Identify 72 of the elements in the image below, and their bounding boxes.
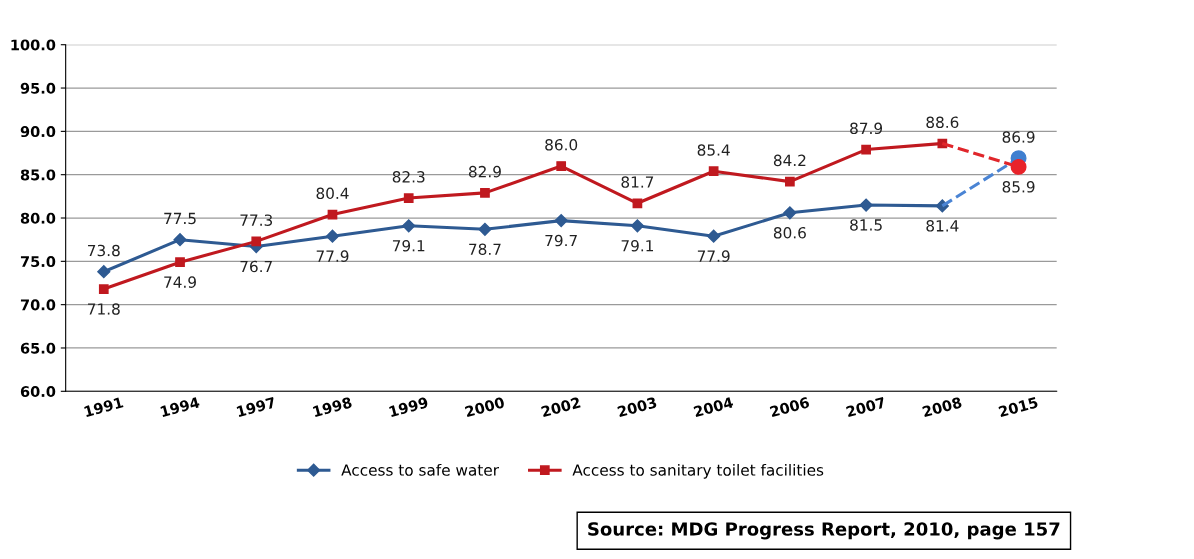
data-label: 79.1 <box>392 239 425 252</box>
point <box>97 265 111 279</box>
y-tick-label: 60.0 <box>20 386 56 398</box>
point <box>478 222 492 236</box>
y-tick-label: 90.0 <box>20 126 56 138</box>
x-tick-label: 2007 <box>845 396 886 418</box>
data-label: 82.3 <box>392 171 425 183</box>
data-label: 79.1 <box>621 239 654 252</box>
y-tick-label: 70.0 <box>20 299 56 311</box>
point <box>1010 158 1027 175</box>
x-tick-label: 2004 <box>693 396 734 418</box>
point <box>98 284 109 294</box>
data-label: 88.6 <box>926 116 959 129</box>
data-label: 85.9 <box>1002 181 1035 193</box>
point <box>403 193 414 203</box>
x-tick-label: 2003 <box>617 396 657 418</box>
y-tick-label: 80.0 <box>20 212 56 224</box>
data-label: 77.3 <box>240 214 273 226</box>
x-tick-label: 1994 <box>160 396 201 418</box>
x-tick-label: 2015 <box>998 396 1039 418</box>
point <box>325 229 340 243</box>
y-tick-label: 85.0 <box>20 169 56 181</box>
data-label: 85.4 <box>697 144 730 156</box>
point <box>707 229 721 243</box>
data-label: 76.7 <box>240 260 272 273</box>
point <box>785 176 795 187</box>
data-label: 80.6 <box>773 226 806 239</box>
data-label: 84.2 <box>773 154 806 167</box>
data-label: 77.5 <box>164 212 196 225</box>
point <box>251 236 262 247</box>
point <box>175 257 185 268</box>
x-tick-label: 1991 <box>84 396 124 418</box>
legend-label: Access to safe water <box>341 463 499 476</box>
point <box>861 144 871 155</box>
y-tick-label: 95.0 <box>20 82 56 94</box>
data-label: 77.9 <box>316 250 349 262</box>
data-label: 81.4 <box>926 220 959 232</box>
data-label: 71.8 <box>88 303 120 315</box>
y-tick-label: 65.0 <box>20 342 56 354</box>
data-label: 79.7 <box>545 234 577 247</box>
y-tick-label: 75.0 <box>20 256 56 268</box>
data-label: 78.7 <box>469 243 501 255</box>
legend-label: Access to sanitary toilet facilities <box>572 463 824 479</box>
point <box>708 166 719 177</box>
x-tick-label: 2008 <box>922 396 963 418</box>
data-label: 80.4 <box>316 187 349 200</box>
point <box>554 214 568 228</box>
data-label: 81.7 <box>621 176 654 188</box>
source-note: Source: MDG Progress Report, 2010, page 157 <box>588 522 1060 540</box>
point <box>556 161 567 171</box>
x-tick-label: 2000 <box>464 396 505 418</box>
data-label: 82.9 <box>468 165 501 178</box>
data-label: 73.8 <box>88 244 120 257</box>
data-label: 86.0 <box>545 139 578 151</box>
x-tick-label: 2002 <box>540 396 581 418</box>
x-tick-label: 1999 <box>388 396 429 418</box>
point <box>783 206 797 220</box>
data-label: 77.9 <box>697 250 730 262</box>
x-tick-label: 1997 <box>236 396 276 418</box>
y-tick-label: 100.0 <box>11 39 56 51</box>
data-label: 86.9 <box>1002 131 1035 143</box>
x-tick-label: 1998 <box>312 396 353 418</box>
data-label: 87.9 <box>850 122 883 135</box>
data-label: 74.9 <box>164 276 196 288</box>
point <box>630 219 645 233</box>
point <box>480 188 490 198</box>
x-tick-label: 2006 <box>769 396 810 418</box>
point <box>173 233 187 247</box>
point <box>632 198 643 209</box>
point <box>402 219 416 233</box>
data-label: 81.5 <box>850 219 882 231</box>
point <box>859 198 873 212</box>
